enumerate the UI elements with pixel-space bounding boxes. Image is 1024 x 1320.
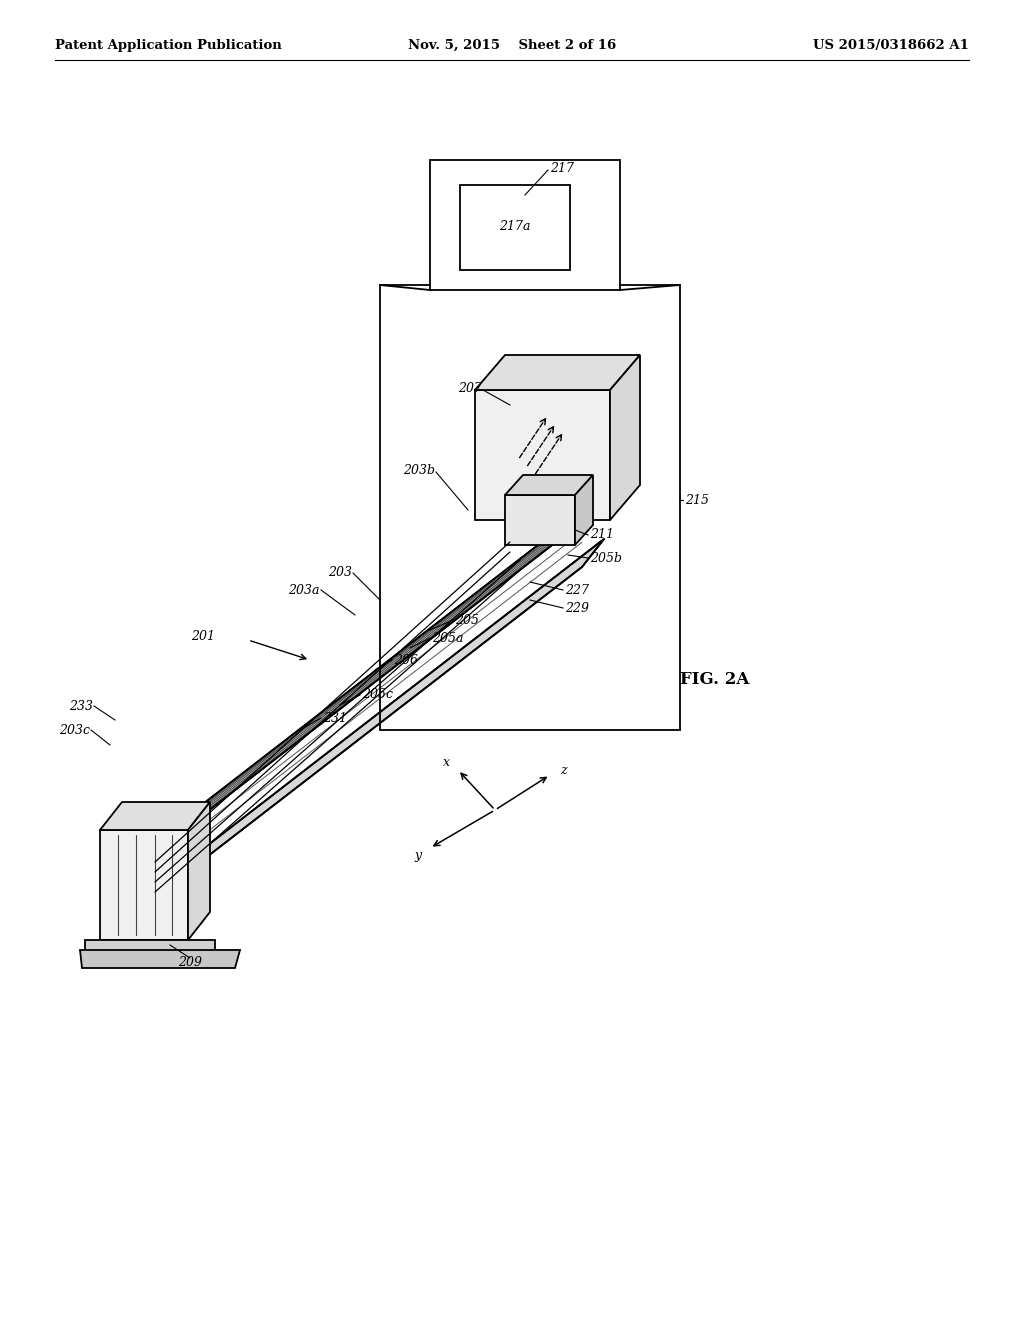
Polygon shape xyxy=(430,160,620,290)
Polygon shape xyxy=(610,355,640,520)
Polygon shape xyxy=(155,494,604,851)
Polygon shape xyxy=(475,355,640,389)
Text: 205b: 205b xyxy=(590,552,622,565)
Polygon shape xyxy=(505,475,593,495)
Text: 206: 206 xyxy=(394,653,418,667)
Polygon shape xyxy=(80,950,240,968)
Text: x: x xyxy=(443,755,450,768)
Text: 233: 233 xyxy=(69,700,93,713)
Text: 203c: 203c xyxy=(59,723,90,737)
Text: 205c: 205c xyxy=(362,689,393,701)
Polygon shape xyxy=(155,539,604,898)
Text: Nov. 5, 2015    Sheet 2 of 16: Nov. 5, 2015 Sheet 2 of 16 xyxy=(408,38,616,51)
Text: 217: 217 xyxy=(550,161,574,174)
Text: 231: 231 xyxy=(323,711,347,725)
Polygon shape xyxy=(575,475,593,545)
Polygon shape xyxy=(85,940,215,954)
Text: 209: 209 xyxy=(178,956,202,969)
Text: 203a: 203a xyxy=(289,583,319,597)
Text: 201: 201 xyxy=(191,630,215,643)
Text: 227: 227 xyxy=(565,583,589,597)
Text: z: z xyxy=(560,763,566,776)
Polygon shape xyxy=(475,389,610,520)
Polygon shape xyxy=(100,803,210,830)
Text: 205: 205 xyxy=(455,614,479,627)
Text: 203: 203 xyxy=(328,566,352,579)
Text: 203b: 203b xyxy=(403,463,435,477)
Text: y: y xyxy=(415,850,422,862)
Text: 217a: 217a xyxy=(500,220,530,234)
Polygon shape xyxy=(100,830,188,940)
Text: 215: 215 xyxy=(685,494,709,507)
Text: Patent Application Publication: Patent Application Publication xyxy=(55,38,282,51)
Text: 207: 207 xyxy=(458,381,482,395)
Polygon shape xyxy=(505,495,575,545)
Polygon shape xyxy=(188,803,210,940)
Polygon shape xyxy=(460,185,570,271)
Text: 229: 229 xyxy=(565,602,589,615)
Text: FIG. 2A: FIG. 2A xyxy=(680,672,750,689)
Text: 205a: 205a xyxy=(432,631,464,644)
Text: US 2015/0318662 A1: US 2015/0318662 A1 xyxy=(813,38,969,51)
Polygon shape xyxy=(155,824,177,898)
Text: 211: 211 xyxy=(590,528,614,541)
